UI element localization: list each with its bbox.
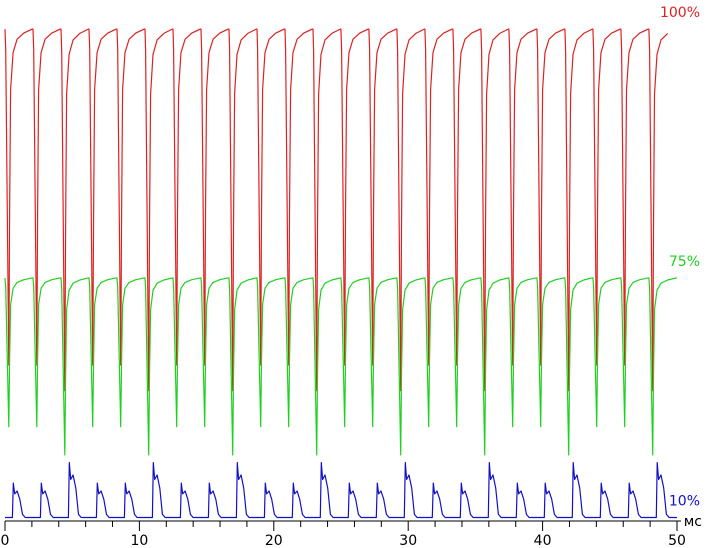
x-tick-label: 0 — [1, 533, 10, 548]
series-line-0 — [4, 28, 669, 392]
x-tick-label: 20 — [265, 533, 283, 548]
label-layer: 100% 75% 10% — [660, 5, 700, 509]
x-tick-label: 30 — [399, 533, 417, 548]
series-layer — [4, 28, 677, 519]
series-label-2: 10% — [669, 493, 700, 509]
x-tick-label: 10 — [130, 533, 148, 548]
x-tick-label: 50 — [668, 533, 686, 548]
series-label-1: 75% — [669, 254, 700, 270]
series-line-1 — [4, 277, 677, 456]
x-tick-label: 40 — [534, 533, 552, 548]
x-axis: 0 10 20 30 40 50 мс — [1, 514, 702, 548]
series-line-2 — [5, 462, 677, 519]
series-label-0: 100% — [660, 5, 700, 21]
x-axis-title: мс — [684, 514, 702, 530]
